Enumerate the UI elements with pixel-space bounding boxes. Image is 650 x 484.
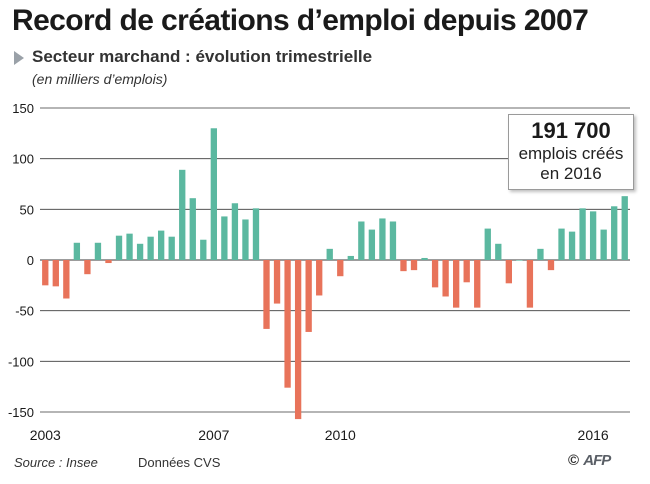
bar [63, 260, 70, 299]
y-tick-label: 50 [20, 202, 34, 217]
bar [568, 231, 576, 260]
bar [294, 260, 302, 420]
bar [252, 208, 260, 260]
bar [442, 260, 449, 297]
bar [273, 260, 281, 304]
bar [210, 128, 217, 260]
bar [589, 211, 597, 260]
chart-title: Record de créations d’emploi depuis 2007 [12, 4, 589, 37]
y-tick-label: -50 [15, 304, 34, 319]
bar [505, 260, 512, 284]
bar [231, 203, 239, 260]
y-tick-label: -100 [8, 354, 34, 369]
bar [136, 243, 144, 260]
bar [105, 260, 112, 264]
bar [52, 260, 59, 287]
bar [126, 233, 133, 260]
y-tick-label: 100 [12, 152, 34, 167]
bar [189, 198, 196, 260]
bar [158, 230, 165, 260]
bar [337, 260, 344, 277]
bar [516, 260, 523, 261]
bar [263, 260, 270, 329]
bar [147, 236, 154, 260]
bar [611, 206, 618, 260]
source-text: Source : Insee [14, 455, 98, 470]
x-tick-label: 2007 [198, 427, 229, 443]
bar [400, 260, 407, 272]
bar [316, 260, 323, 296]
bar [547, 260, 555, 271]
bar [537, 248, 544, 260]
bar [474, 260, 481, 308]
bar [579, 208, 586, 260]
bar [453, 260, 460, 308]
subtitle-arrow-icon [14, 51, 24, 65]
bar [94, 242, 102, 260]
total-callout: 191 700 emplois créés en 2016 [508, 114, 634, 190]
bar [421, 257, 428, 260]
bar [179, 169, 186, 260]
bar [284, 260, 291, 388]
unit-note: (en milliers d’emplois) [32, 71, 168, 87]
bar [495, 243, 502, 260]
bar [73, 242, 81, 260]
bar [305, 260, 312, 332]
y-tick-label: -150 [8, 405, 34, 420]
bar [410, 260, 418, 271]
bar [42, 260, 49, 286]
bar [463, 260, 470, 283]
bar [600, 229, 607, 260]
callout-value: 191 700 [531, 118, 611, 143]
bar [558, 228, 565, 260]
bar [368, 229, 376, 260]
chart-subtitle: Secteur marchand : évolution trimestriel… [32, 47, 373, 66]
x-tick-label: 2010 [325, 427, 356, 443]
data-note: Données CVS [138, 455, 221, 470]
bar [358, 221, 365, 260]
bar [431, 260, 439, 288]
callout-label-line2: en 2016 [540, 164, 602, 183]
bar [379, 218, 386, 260]
bar [168, 236, 175, 260]
afp-logo: AFP [583, 452, 611, 469]
x-tick-label: 2016 [578, 427, 609, 443]
bar [84, 260, 91, 275]
bar [526, 260, 534, 308]
bar [115, 235, 123, 260]
bar [200, 239, 207, 260]
bar [242, 219, 249, 260]
bar [347, 255, 354, 260]
y-tick-label: 150 [12, 101, 34, 116]
bar [389, 221, 397, 260]
x-tick-label: 2003 [30, 427, 61, 443]
bar [221, 216, 228, 260]
bar [484, 228, 491, 260]
y-tick-label: 0 [27, 253, 34, 268]
credit: © AFP [568, 452, 611, 469]
bar [326, 248, 333, 260]
copyright-symbol: © [568, 452, 580, 469]
bar [621, 196, 628, 260]
callout-label-line1: emplois créés [518, 144, 624, 163]
